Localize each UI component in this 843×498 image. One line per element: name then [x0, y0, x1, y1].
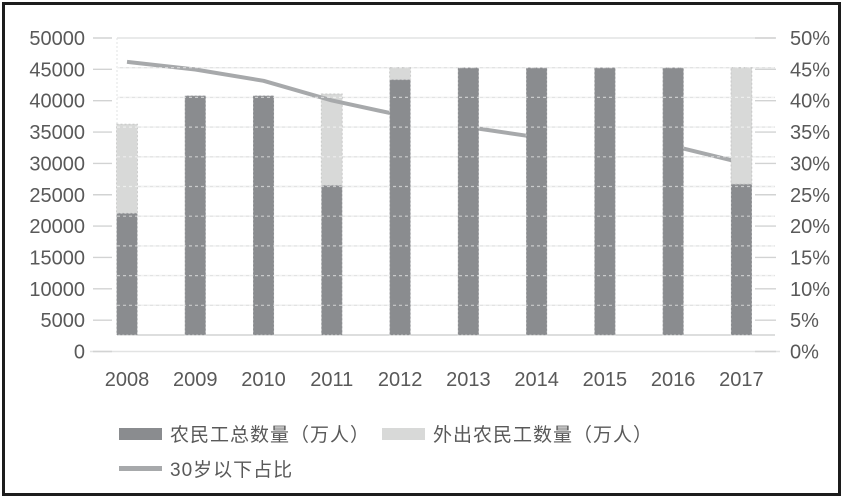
chart-canvas: 5000045000400003500030000250002000015000…	[29, 28, 830, 391]
right-axis-label: 10%	[790, 279, 830, 301]
right-axis-label: 15%	[790, 247, 830, 269]
bar-total-2008	[116, 212, 138, 336]
bar-total-2017	[730, 183, 753, 336]
bar-total-2016	[662, 67, 685, 336]
x-axis-label: 2012	[378, 369, 423, 391]
x-axis-label: 2015	[583, 369, 628, 391]
legend-label-total: 农民工总数量（万人）	[170, 425, 371, 446]
left-axis-label: 50000	[29, 28, 85, 50]
left-axis-label: 15000	[29, 247, 85, 269]
x-axis-label: 2008	[105, 369, 150, 391]
left-axis-label: 45000	[29, 59, 85, 81]
x-axis-label: 2014	[514, 369, 559, 391]
bar-outgoing-2012	[389, 67, 412, 81]
left-axis-label: 30000	[29, 153, 85, 175]
line-under30-share	[468, 125, 537, 140]
right-axis-label: 35%	[790, 122, 830, 144]
line-under30-share	[672, 144, 742, 165]
bar-total-2012	[389, 79, 412, 336]
right-axis-label: 45%	[790, 59, 830, 81]
legend-label-under30: 30岁以下占比	[170, 460, 294, 481]
left-axis-label: 20000	[29, 216, 85, 238]
right-axis-label: 50%	[790, 28, 830, 50]
right-axis-label: 0%	[790, 342, 819, 364]
left-axis-label: 0	[74, 342, 85, 364]
left-axis-label: 10000	[29, 279, 85, 301]
right-axis-label: 5%	[790, 310, 819, 332]
x-axis-label: 2013	[446, 369, 491, 391]
bar-total-2014	[525, 67, 548, 336]
legend-label-outgoing: 外出农民工数量（万人）	[433, 425, 654, 446]
bar-total-2015	[593, 67, 616, 336]
right-axis-label: 30%	[790, 153, 830, 175]
bar-total-2009	[184, 95, 207, 336]
bar-outgoing-2017	[730, 67, 753, 185]
left-axis-label: 40000	[29, 91, 85, 113]
left-axis-label: 25000	[29, 185, 85, 207]
line-under30-share	[126, 59, 401, 118]
right-axis-label: 25%	[790, 185, 830, 207]
x-axis-label: 2011	[310, 369, 353, 391]
x-axis-label: 2016	[651, 369, 696, 391]
legend-item-total: 农民工总数量（万人）	[119, 420, 370, 447]
left-axis-label: 5000	[41, 310, 86, 332]
x-axis-label: 2009	[173, 369, 218, 391]
left-axis-label: 35000	[29, 122, 85, 144]
bar-total-2013	[457, 67, 480, 336]
x-axis-label: 2010	[241, 369, 286, 391]
bar-total-2011	[320, 184, 343, 336]
legend-swatch-total-bar	[119, 427, 162, 440]
x-axis-label: 2017	[719, 369, 764, 391]
legend-item-outgoing: 外出农民工数量（万人）	[382, 420, 653, 447]
legend-swatch-outgoing-bar	[382, 427, 425, 440]
legend-item-under30: 30岁以下占比	[119, 455, 293, 482]
chart-area: 50000 45000 40000 35000 30000 25000 20000 15000…	[5, 5, 838, 493]
right-axis-label: 20%	[790, 216, 830, 238]
bar-outgoing-2008	[116, 123, 138, 214]
legend-swatch-under30-line	[119, 466, 162, 471]
right-axis-label: 40%	[790, 91, 830, 113]
legend: 农民工总数量（万人） 外出农民工数量（万人） 30岁以下占比	[5, 413, 838, 493]
bar-total-2010	[252, 95, 275, 336]
bar-outgoing-2011	[320, 93, 343, 186]
